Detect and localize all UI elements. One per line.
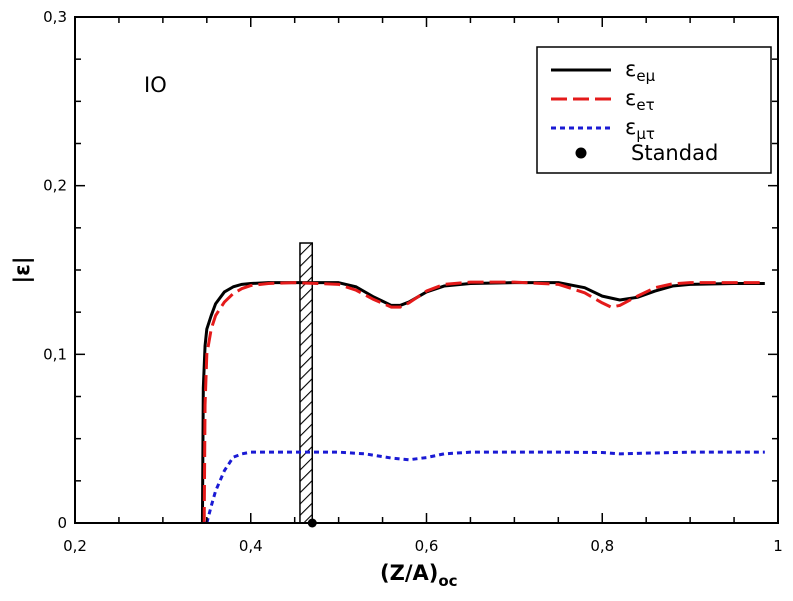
x-tick-label: 0,8 (590, 537, 614, 555)
x-tick-label: 0,6 (415, 537, 439, 555)
x-axis-title: (Z/A)oc (380, 561, 458, 590)
legend-label-eμ: εeμ (625, 57, 656, 85)
y-axis-label: |ε| (10, 256, 35, 283)
standard-point (307, 518, 317, 528)
legend-swatch-standard (575, 147, 587, 159)
series-line-eτ (202, 280, 765, 523)
x-tick-label: 0,2 (63, 537, 87, 555)
y-tick-label: 0 (57, 514, 67, 532)
legend-label-μτ: εμτ (625, 115, 655, 143)
legend-label-symbol: ε (625, 115, 636, 139)
y-tick-label: 0,3 (43, 8, 67, 26)
legend-label-eτ: εeτ (625, 86, 655, 114)
legend-label-standard: Standad (631, 141, 718, 165)
x-axis-label: (Z/A) (380, 561, 438, 585)
x-axis-label-subscript: oc (438, 572, 457, 590)
legend-label-subscript: eμ (636, 67, 655, 85)
legend-label-subscript: eτ (636, 96, 654, 114)
x-tick-label: 1 (773, 537, 783, 555)
legend-label-symbol: ε (625, 57, 636, 81)
y-tick-label: 0,1 (43, 345, 67, 363)
y-tick-label: 0,2 (43, 177, 67, 195)
x-tick-label: 0,4 (239, 537, 263, 555)
series-line-μτ (205, 450, 765, 523)
legend-label-subscript: μτ (636, 125, 655, 143)
series-line-eμ (200, 281, 765, 523)
legend-label-symbol: ε (625, 86, 636, 110)
io-annotation: IO (144, 73, 167, 97)
hatched-region (299, 242, 314, 524)
